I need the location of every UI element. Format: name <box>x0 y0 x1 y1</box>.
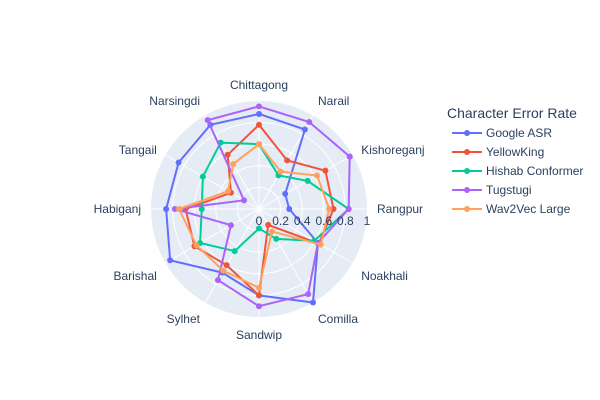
data-point <box>230 161 237 168</box>
legend-label: Hishab Conformer <box>486 164 583 178</box>
data-point <box>304 177 311 184</box>
data-point <box>220 267 227 274</box>
data-point <box>306 119 313 126</box>
data-point <box>231 248 238 255</box>
data-point <box>322 167 329 174</box>
legend-marker-icon <box>464 168 470 174</box>
data-point <box>277 168 284 175</box>
data-point <box>305 291 312 298</box>
angular-gridline <box>258 208 353 264</box>
data-point <box>256 103 262 110</box>
data-point <box>225 188 232 195</box>
data-point <box>330 206 337 212</box>
category-label: Chittagong <box>230 78 288 92</box>
category-label: Sandwip <box>236 328 282 342</box>
data-series <box>163 103 353 310</box>
data-point <box>227 222 234 229</box>
data-point <box>268 228 275 235</box>
radial-tick-label: 0.8 <box>337 214 354 228</box>
legend-item[interactable]: Tugstugi <box>452 183 532 197</box>
data-point <box>273 235 280 242</box>
data-point <box>171 206 178 212</box>
legend-item[interactable]: YellowKing <box>452 145 544 159</box>
data-point <box>345 206 352 212</box>
angular-gridline <box>165 208 260 264</box>
legend-title: Character Error Rate <box>447 105 577 121</box>
category-label: Comilla <box>318 312 358 326</box>
data-point <box>223 262 230 269</box>
data-point <box>256 121 262 128</box>
data-point <box>310 299 316 306</box>
category-label: Noakhali <box>361 269 408 283</box>
category-label: Rangpur <box>377 202 423 216</box>
data-point <box>317 241 324 248</box>
legend-item[interactable]: Wav2Vec Large <box>452 202 571 216</box>
category-label: Kishoreganj <box>361 143 424 157</box>
legend-marker-icon <box>464 187 470 193</box>
data-point <box>214 277 221 284</box>
legend-item[interactable]: Google ASR <box>452 126 552 140</box>
data-point <box>265 221 272 228</box>
data-point <box>167 257 174 264</box>
data-point <box>198 206 205 212</box>
legend-label: Google ASR <box>486 126 552 140</box>
data-point <box>256 110 262 117</box>
data-point <box>199 173 206 180</box>
legend-marker-icon <box>464 130 470 136</box>
data-point <box>286 206 293 212</box>
category-label: Habiganj <box>94 202 141 216</box>
data-point <box>301 126 308 133</box>
data-point <box>326 206 333 212</box>
radial-tick-label: 0 <box>256 214 263 228</box>
data-point <box>256 292 262 299</box>
data-point <box>176 206 183 212</box>
data-point <box>284 157 291 164</box>
legend-marker-icon <box>464 149 470 155</box>
data-point <box>175 159 182 166</box>
category-label: Barishal <box>113 269 156 283</box>
data-point <box>346 153 353 160</box>
data-point <box>282 190 289 197</box>
category-axis-labels: Rangpur Kishoreganj Narail Chittagong Narsin… <box>94 78 425 342</box>
data-point <box>256 303 262 310</box>
category-label: Tangail <box>119 143 157 157</box>
series-yellowking <box>182 121 337 299</box>
legend-label: Tugstugi <box>486 183 532 197</box>
legend-label: YellowKing <box>486 145 544 159</box>
category-label: Narail <box>318 94 349 108</box>
category-label: Narsingdi <box>149 94 200 108</box>
data-point <box>204 117 211 124</box>
radial-tick-label: 0.6 <box>315 214 332 228</box>
radial-tick-label: 0.4 <box>294 214 311 228</box>
data-point <box>256 141 262 148</box>
angular-gridline <box>204 208 260 303</box>
radial-tick-labels: 0 0.2 0.4 0.6 0.8 1 <box>256 214 371 228</box>
legend: Character Error Rate Google ASR YellowKin… <box>447 105 583 216</box>
data-point <box>313 172 320 179</box>
radial-tick-label: 0.2 <box>272 214 289 228</box>
legend-label: Wav2Vec Large <box>486 202 571 216</box>
data-point <box>163 206 170 212</box>
radial-tick-label: 1 <box>364 214 371 228</box>
series-wav2vec-large <box>176 141 333 291</box>
series-tugstugi <box>171 103 353 310</box>
data-point <box>241 197 248 204</box>
data-point <box>256 284 262 291</box>
data-point <box>193 242 200 249</box>
data-point <box>256 225 262 232</box>
category-label: Sylhet <box>167 312 201 326</box>
data-point <box>224 151 231 158</box>
legend-item[interactable]: Hishab Conformer <box>452 164 583 178</box>
legend-marker-icon <box>464 206 470 212</box>
